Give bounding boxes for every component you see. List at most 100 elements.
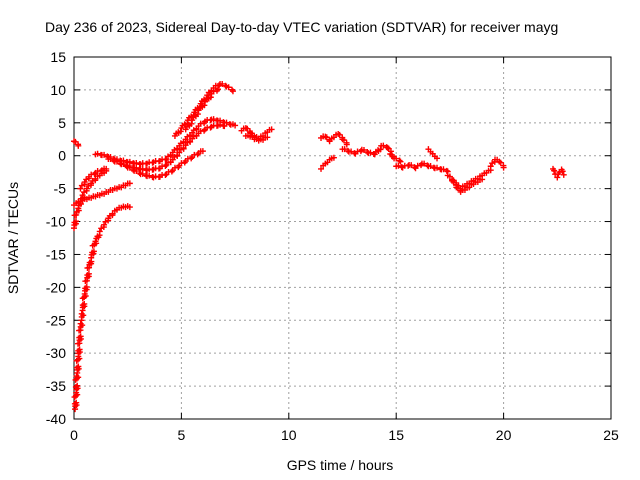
data-point [440,166,447,173]
data-point [217,121,224,128]
data-point [367,149,374,156]
data-point [130,166,137,173]
data-point [393,155,400,162]
data-point [73,211,80,218]
series-arc-descending-start [71,138,82,149]
x-tick-label: 0 [70,427,78,443]
data-point [559,168,566,175]
data-point [388,151,395,158]
data-point [162,172,169,179]
data-point [79,192,86,199]
data-point [397,158,404,165]
data-point [189,117,196,124]
x-tick-label: 15 [388,427,404,443]
data-point [126,204,133,211]
series-arc-18h-lower [449,176,486,195]
data-point [343,141,350,148]
data-point [75,142,82,149]
data-point [120,161,127,168]
data-point [551,167,558,174]
y-tick-label: -40 [46,411,66,427]
data-point [77,320,84,327]
y-axis-label: SDTVAR / TECUs [5,182,21,294]
data-point [113,158,120,165]
y-tick-label: -20 [46,279,66,295]
data-point [74,382,81,389]
data-point [318,165,325,172]
data-point [75,205,82,212]
data-point [101,221,108,228]
data-point [73,373,80,380]
x-axis-label: GPS time / hours [287,457,394,473]
data-point [126,180,133,187]
data-point [348,148,355,155]
data-point [107,155,114,162]
data-point [411,164,418,171]
data-point [408,162,415,169]
data-point [76,346,83,353]
data-point [360,147,367,154]
data-point [380,142,387,149]
series-arc-15h [393,160,451,175]
y-tick-label: 5 [58,115,66,131]
plot-frame [73,56,612,420]
grid-lines [74,57,611,419]
data-point [500,164,507,171]
data-point [162,163,169,170]
data-point [421,160,428,167]
data-point [81,300,88,307]
series-arc-12h-low [318,154,337,172]
series-arc-20h [487,156,507,171]
data-point [479,176,486,183]
data-point [229,88,236,95]
data-point [73,218,80,225]
y-tick-label: 0 [58,148,66,164]
data-point [219,80,226,87]
data-point [139,170,146,177]
data-point [96,228,103,235]
data-point [268,126,275,133]
data-point [92,238,99,245]
data-point [83,283,90,290]
series-arc-early-rise [71,167,110,232]
series-arc-16h-mark [425,146,441,162]
data-point [75,363,82,370]
data-point [207,124,214,131]
y-tick-label: 15 [50,49,66,65]
data-point [73,399,80,406]
data-point [210,116,217,123]
data-point [225,84,232,91]
data-point [103,165,110,172]
data-point [77,198,84,205]
data-point [341,146,348,153]
data-point [450,179,457,186]
data-point [330,154,337,161]
series-cluster-8h-lower [242,132,271,144]
data-point [139,165,146,172]
data-point [77,333,84,340]
y-tick-label: -15 [46,246,66,262]
data-point [427,163,434,170]
data-point [85,270,92,277]
data-point [434,155,441,162]
y-tick-label: -5 [54,181,67,197]
series-arc-early-band [77,165,110,192]
data-point [136,170,143,177]
x-tick-label: 10 [281,427,297,443]
data-point [214,86,221,93]
y-tick-label: -25 [46,312,66,328]
series-arc-13h [339,142,404,165]
data-point [232,122,239,129]
data-point [264,134,271,141]
series-cluster-22h [550,165,567,181]
data-point [222,82,229,89]
data-point [395,162,402,169]
x-tick-label: 20 [496,427,512,443]
data-point [77,185,84,192]
data-point [487,163,494,170]
data-point [396,157,403,164]
data-point [90,248,97,255]
y-tick-label: -10 [46,214,66,230]
